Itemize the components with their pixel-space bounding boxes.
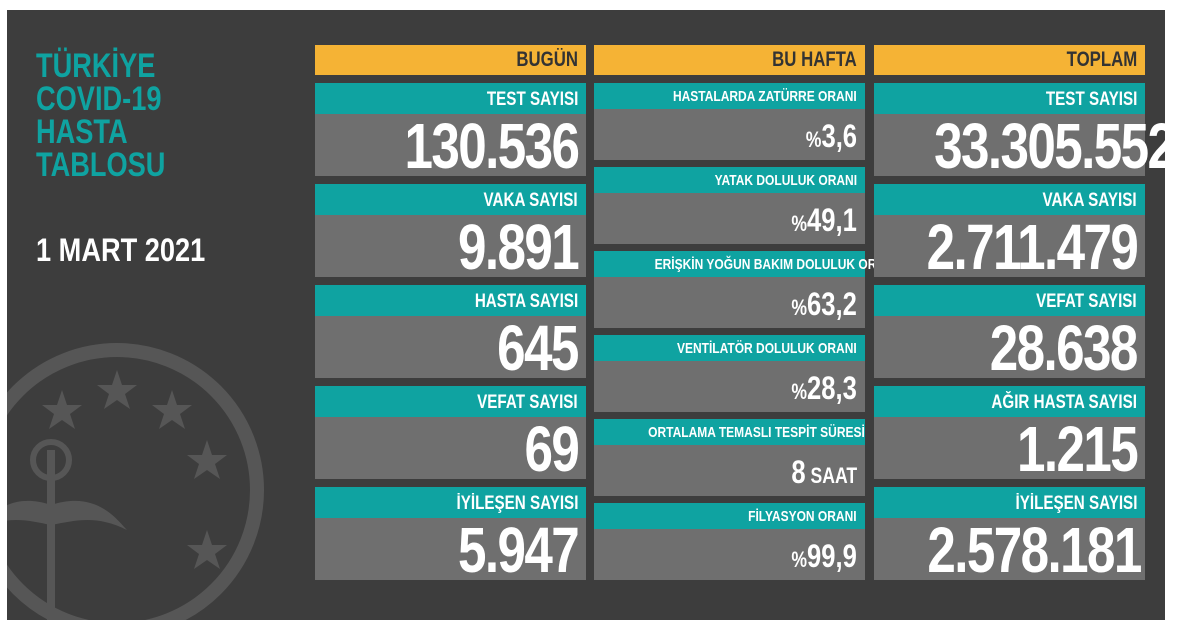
ministry-emblem-icon: [7, 343, 264, 620]
dashboard-title: TÜRKİYE COVID-19 HASTA TABLOSU: [36, 47, 166, 184]
total-case-card: VAKA SAYISI 2.711.479: [874, 184, 1145, 283]
week-bed-card: YATAK DOLULUK ORANI %49,1: [594, 167, 865, 244]
card-label: İYİLEŞEN SAYISI: [456, 493, 578, 514]
card-label: TEST SAYISI: [1045, 89, 1137, 110]
week-ventilator-card: VENTİLATÖR DOLULUK ORANI %28,3: [594, 335, 865, 412]
card-value: 5.947: [457, 514, 580, 586]
total-column: TOPLAM TEST SAYISI 33.305.552 VAKA SAYISI…: [874, 45, 1165, 586]
total-death-card: VEFAT SAYISI 28.638: [874, 285, 1145, 384]
card-label: HASTA SAYISI: [474, 291, 578, 312]
today-case-card: VAKA SAYISI 9.891: [315, 184, 586, 283]
card-value: 130.536: [404, 110, 579, 182]
card-value: 99,9: [807, 538, 857, 574]
card-label: TEST SAYISI: [486, 89, 578, 110]
card-value: 28.638: [990, 312, 1139, 384]
total-test-card: TEST SAYISI 33.305.552: [874, 83, 1165, 178]
card-label: VEFAT SAYISI: [1036, 291, 1137, 312]
card-value: 28,3: [807, 370, 857, 406]
covid-dashboard: TÜRKİYE COVID-19 HASTA TABLOSU 1 MART 20…: [7, 10, 1165, 620]
card-value: 33.305.552: [934, 110, 1165, 182]
card-value: 49,1: [807, 202, 857, 238]
card-value: 2.711.479: [926, 211, 1139, 283]
card-label: ERİŞKİN YOĞUN BAKIM DOLULUK ORANI: [654, 256, 898, 273]
card-label: FİLYASYON ORANI: [748, 508, 857, 525]
today-death-card: VEFAT SAYISI 69: [315, 386, 586, 485]
week-column: BU HAFTA HASTALARDA ZATÜRRE ORANI %3,6 YA…: [594, 45, 897, 580]
card-value: 69: [524, 413, 579, 485]
today-header: BUGÜN: [315, 45, 586, 75]
report-date: 1 MART 2021: [36, 232, 206, 268]
card-value: 63,2: [807, 286, 857, 322]
card-value: 3,6: [821, 118, 857, 154]
card-label: HASTALARDA ZATÜRRE ORANI: [673, 88, 857, 105]
total-critical-card: AĞIR HASTA SAYISI 1.215: [874, 386, 1145, 485]
card-label: VEFAT SAYISI: [477, 392, 578, 413]
card-label: VAKA SAYISI: [1042, 190, 1137, 211]
week-pneumonia-card: HASTALARDA ZATÜRRE ORANI %3,6: [594, 83, 865, 160]
card-value: 2.578.181: [927, 514, 1142, 586]
total-recovered-card: İYİLEŞEN SAYISI 2.578.181: [874, 487, 1145, 586]
total-header: TOPLAM: [874, 45, 1145, 75]
today-recovered-card: İYİLEŞEN SAYISI 5.947: [315, 487, 586, 586]
card-value: 8: [791, 454, 806, 490]
card-value: 9.891: [457, 211, 580, 283]
today-column: BUGÜN TEST SAYISI 130.536 VAKA SAYISI 9.89…: [315, 45, 586, 586]
week-icu-card: ERİŞKİN YOĞUN BAKIM DOLULUK ORANI %63,2: [594, 251, 897, 328]
card-label: VAKA SAYISI: [483, 190, 578, 211]
today-patient-card: HASTA SAYISI 645: [315, 285, 586, 384]
card-label: İYİLEŞEN SAYISI: [1015, 493, 1137, 514]
card-value: 645: [497, 312, 579, 384]
card-label: VENTİLATÖR DOLULUK ORANI: [677, 340, 857, 357]
today-test-card: TEST SAYISI 130.536: [315, 83, 586, 182]
card-label: AĞIR HASTA SAYISI: [991, 392, 1137, 413]
card-label: YATAK DOLULUK ORANI: [714, 172, 857, 189]
week-contact-time-card: ORTALAMA TEMASLI TESPİT SÜRESİ 8 SAAT: [594, 419, 865, 496]
card-label: ORTALAMA TEMASLI TESPİT SÜRESİ: [648, 424, 865, 441]
week-filiation-card: FİLYASYON ORANI %99,9: [594, 503, 865, 580]
card-value: 1.215: [1016, 413, 1139, 485]
week-header: BU HAFTA: [594, 45, 865, 75]
